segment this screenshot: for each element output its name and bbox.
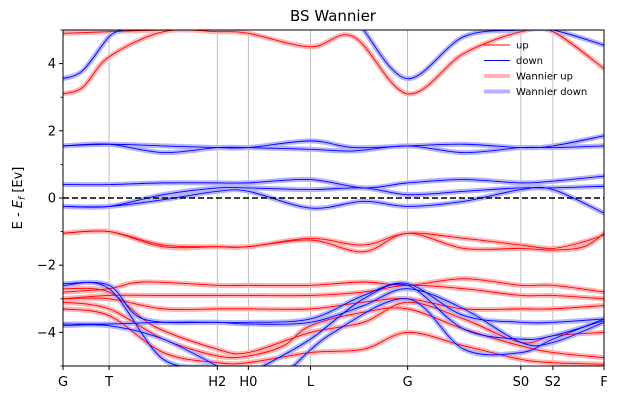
down-band-5 xyxy=(63,185,604,208)
x-tick-label: H2 xyxy=(208,375,226,390)
down-band-6 xyxy=(63,186,604,214)
legend-label: up xyxy=(516,41,529,52)
up-band-5 xyxy=(63,284,604,300)
y-tick-label: 4 xyxy=(48,57,56,72)
x-tick-label: G xyxy=(58,375,68,390)
legend-label: Wannier down xyxy=(516,87,587,98)
up-band-2 xyxy=(63,230,604,249)
x-tick-labels: G T H2 H0 L G S0 S2 F xyxy=(58,366,608,390)
y-tick-label: 2 xyxy=(48,124,56,139)
down-band-12 xyxy=(293,298,604,366)
legend-label: down xyxy=(516,56,543,67)
y-tick-label: −4 xyxy=(37,326,56,341)
up-band-6 xyxy=(63,297,604,311)
x-tick-label: T xyxy=(104,375,113,390)
chart-title: BS Wannier xyxy=(290,7,377,25)
y-axis-label: E - Ef [Ev] xyxy=(11,167,28,230)
down-band-8 xyxy=(63,288,604,347)
down-band-9 xyxy=(63,281,218,366)
up-band-4 xyxy=(63,278,604,293)
y-tick-labels: −4 −2 0 2 4 xyxy=(37,29,63,367)
x-tick-label: F xyxy=(600,375,607,390)
x-tick-label: L xyxy=(307,375,315,390)
x-tick-label: G xyxy=(403,375,413,390)
legend-label: Wannier up xyxy=(516,72,573,83)
plot-frame xyxy=(62,29,605,367)
y-tick-label: 0 xyxy=(48,192,56,207)
plot-area xyxy=(63,30,604,366)
legend: up down Wannier up Wannier down xyxy=(484,41,587,98)
wannier-down-band-3 xyxy=(63,133,604,151)
down-band-10 xyxy=(263,283,604,366)
up-band-0 xyxy=(63,30,604,95)
x-tick-label: H0 xyxy=(239,375,257,390)
x-tick-label: S0 xyxy=(513,375,530,390)
up-band-1 xyxy=(63,30,218,34)
x-tick-label: S2 xyxy=(545,375,562,390)
down-band-0 xyxy=(63,30,124,80)
y-tick-label: −2 xyxy=(37,259,56,274)
down-band-11 xyxy=(63,324,218,366)
up-band-9 xyxy=(63,308,604,365)
down-band-3 xyxy=(63,135,604,149)
down-band-7 xyxy=(63,281,604,324)
down-band-4 xyxy=(63,175,604,189)
up-band-3 xyxy=(63,230,604,253)
